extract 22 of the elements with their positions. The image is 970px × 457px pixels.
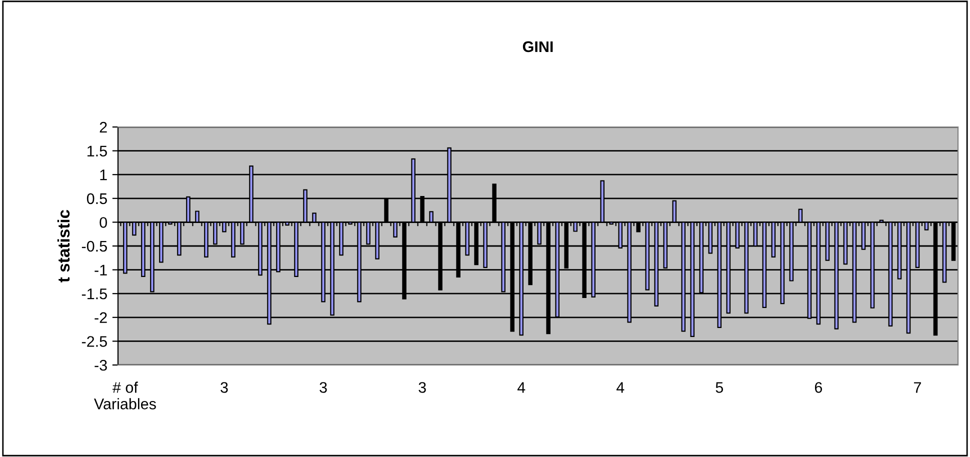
- y-tick-label: -0.5: [82, 240, 107, 252]
- y-tick-label: -2: [94, 312, 107, 323]
- y-tick-label: 1.5: [88, 146, 107, 156]
- y-tick-label: -1: [94, 264, 107, 276]
- x-tick-label: # of Variables: [94, 382, 156, 410]
- y-tick-label: 1: [100, 170, 107, 180]
- y-tick-label: 2: [100, 122, 107, 133]
- y-tick-label: 0.5: [86, 193, 107, 204]
- y-tick-label: -2.5: [82, 336, 107, 347]
- x-tick-label: 5: [716, 382, 724, 393]
- y-axis-title: t statistic: [57, 210, 70, 282]
- x-tick-label: 3: [220, 382, 228, 393]
- y-tick-label: 0: [100, 217, 107, 228]
- chart-title: GINI: [522, 41, 553, 52]
- y-tick-label: -3: [94, 360, 107, 371]
- x-tick-label: 4: [517, 382, 526, 393]
- x-tick-label: 3: [320, 382, 327, 393]
- x-tick-label: 6: [814, 382, 822, 393]
- x-tick-label: 3: [418, 382, 426, 393]
- x-tick-label: 7: [914, 382, 921, 393]
- x-tick-label: 4: [616, 382, 624, 393]
- y-tick-label: -1.5: [82, 288, 107, 300]
